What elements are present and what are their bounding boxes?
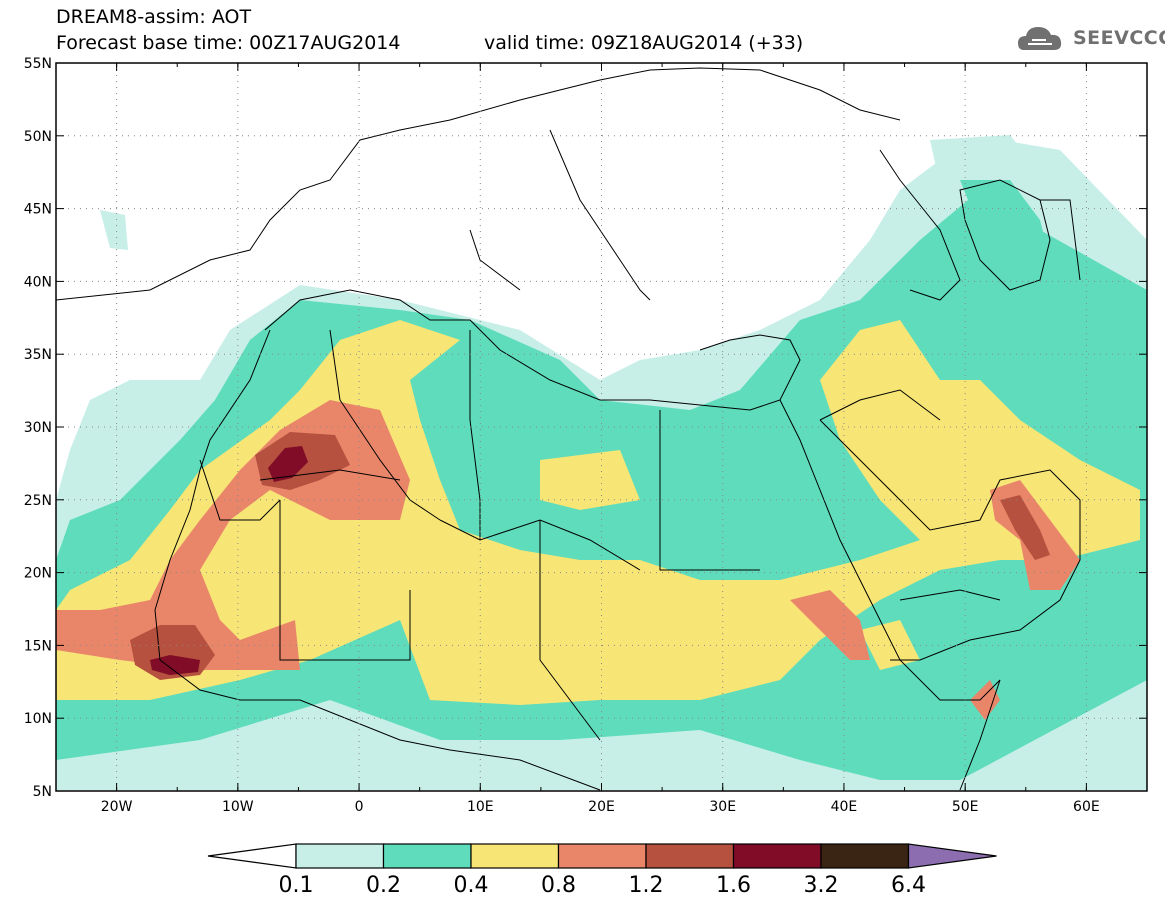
colorbar-segment — [295, 843, 385, 869]
colorbar-label: 0.4 — [453, 873, 489, 898]
logo-text: SEEVCCC — [1073, 27, 1165, 49]
lat-tick-label: 55N — [24, 56, 52, 72]
colorbar-segment — [557, 843, 647, 869]
axis-labels: 20W 10W 0 10E 20E 30E 40E 50E 60E 55N 50N 45N 40N 35N… — [24, 56, 1100, 815]
colorbar-under-arrow — [207, 843, 297, 869]
colorbar-over-arrow — [907, 843, 997, 869]
lon-tick-label: 30E — [709, 799, 736, 815]
colorbar-label: 3.2 — [803, 873, 839, 898]
colorbar-segment — [732, 843, 822, 869]
lat-tick-label: 40N — [24, 274, 52, 290]
lat-tick-label: 10N — [24, 711, 52, 727]
colorbar-label: 6.4 — [891, 873, 926, 898]
lon-tick-label: 10E — [467, 799, 494, 815]
colorbar-label: 0.8 — [541, 873, 576, 898]
lat-tick-label: 15N — [24, 638, 52, 654]
cloud-logo-icon — [1018, 27, 1062, 50]
lat-tick-label: 25N — [24, 493, 52, 509]
lat-tick-label: 5N — [33, 784, 52, 800]
forecast-base-time: Forecast base time: 00Z17AUG2014 — [56, 32, 401, 54]
map-title: DREAM8-assim: AOT — [56, 6, 252, 28]
lon-tick-label: 10W — [222, 799, 254, 815]
colorbar-label: 1.6 — [716, 873, 751, 898]
colorbar — [207, 843, 997, 869]
colorbar-segment — [470, 843, 560, 869]
lat-tick-label: 35N — [24, 347, 52, 363]
colorbar-label: 0.1 — [278, 873, 314, 898]
lat-tick-label: 45N — [24, 202, 52, 218]
lon-tick-label: 60E — [1073, 799, 1100, 815]
gridlines — [56, 63, 1147, 791]
colorbar-label: 0.2 — [366, 873, 401, 898]
colorbar-segment — [382, 843, 472, 869]
valid-time: valid time: 09Z18AUG2014 (+33) — [484, 32, 804, 54]
axis-ticks — [55, 62, 1148, 792]
lon-tick-label: 40E — [831, 799, 858, 815]
lon-tick-label: 0 — [355, 799, 364, 815]
colorbar-segment — [645, 843, 735, 869]
lat-tick-label: 30N — [24, 420, 52, 436]
lon-tick-label: 20W — [101, 799, 133, 815]
lon-tick-label: 50E — [952, 799, 979, 815]
lon-tick-label: 20E — [588, 799, 615, 815]
colorbar-segment — [820, 843, 910, 869]
coastlines — [56, 67, 1081, 791]
lat-tick-label: 20N — [24, 566, 52, 582]
lat-tick-label: 50N — [24, 129, 52, 145]
colorbar-label: 1.2 — [628, 873, 664, 898]
